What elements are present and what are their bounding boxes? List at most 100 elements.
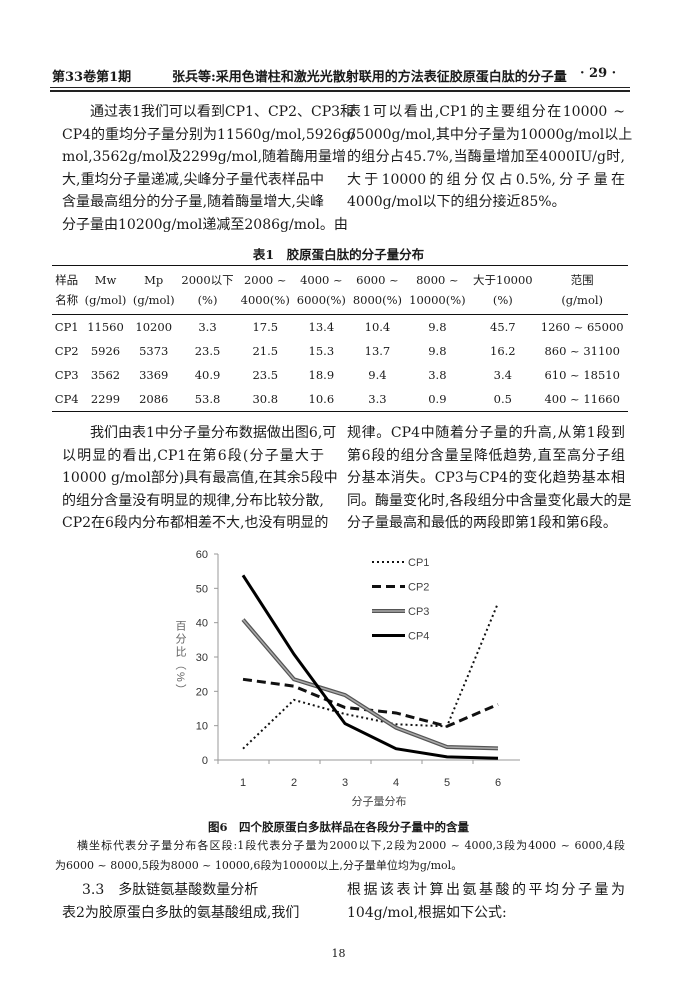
- series-line-cp3: [241, 618, 499, 751]
- table-cell: 11560: [87, 320, 124, 334]
- journal-issue: 第33卷第1期: [52, 70, 132, 85]
- table-cell: 40.9: [194, 368, 221, 382]
- text-line: 含量最高组分的分子量,随着酶量增大,尖峰: [62, 194, 324, 210]
- line-chart: 0 10 20 30 40 50 60 1 2 3 4 5 6 分子量分布 百分比（%） CP1 CP2 CP3 C…: [174, 549, 520, 808]
- table-cell: 23.5: [252, 368, 279, 382]
- molecular-weight-table: 样品 Mw Mp 2000以下 2000 ~ 4000 ~ 6000 ~ 8000 ~ 大于10…: [52, 265, 628, 412]
- table-cell: 10200: [135, 320, 173, 334]
- series-line-cp4: [241, 574, 499, 760]
- table-cell: 53.8: [194, 392, 221, 406]
- table-cell: 400 ~ 11660: [544, 392, 620, 406]
- table-row: CP3 3562 3369 40.9 23.5 18.9 9.4 3.8 3.4 610 ~ 18…: [52, 363, 628, 387]
- para2-right: 规律。CP4中随着分子量的升高,从第1段到 第6段的组分含量呈降低趋势,直至高分子…: [347, 422, 632, 535]
- page-label: · 29 ·: [580, 66, 617, 81]
- legend-label: CP3: [408, 606, 429, 618]
- y-tick-label: 60: [196, 549, 208, 561]
- table-cell: 21.5: [252, 344, 279, 358]
- column-header: 样品: [55, 273, 79, 287]
- column-header: 4000 ~: [300, 273, 343, 287]
- table-cell: 9.4: [368, 368, 387, 382]
- column-header: (g/mol): [536, 290, 628, 315]
- text-line: 表2为胶原蛋白多肽的氨基酸组成,我们: [62, 905, 300, 921]
- text-line: 第6段的组分含量呈降低趋势,直至高分子组: [347, 447, 625, 464]
- y-tick-label: 30: [196, 652, 208, 664]
- legend-label: CP4: [408, 631, 429, 643]
- column-header: 2000 ~: [243, 273, 287, 287]
- table-cell: CP2: [54, 344, 79, 358]
- section-right: 根据该表计算出氨基酸的平均分子量为 104g/mol,根据如下公式:: [347, 879, 625, 924]
- text-line: 的组分含量没有明显的规律,分布比较分散,: [62, 492, 324, 509]
- figure-note: 横坐标代表分子量分布各区段:1段代表分子量为2000以下,2段为2000 ~ 4…: [55, 836, 625, 876]
- text-line: 4000g/mol以下的组分接近85%。: [347, 194, 566, 210]
- column-header: (g/mol): [81, 290, 130, 315]
- para1-left: 通过表1我们可以看到CP1、CP2、CP3和 CP4的重均分子量分别为11560g…: [62, 101, 356, 236]
- column-header: (%): [177, 290, 238, 315]
- table-cell: 1260 ~ 65000: [540, 320, 624, 334]
- table-cell: 2299: [90, 392, 121, 406]
- table-cell: 9.8: [428, 344, 447, 358]
- table-cell: CP1: [54, 320, 79, 334]
- y-tick-label: 40: [196, 618, 208, 630]
- table-cell: 2086: [139, 392, 169, 406]
- table-cell: 30.8: [252, 392, 279, 406]
- table-cell: 10.6: [308, 392, 335, 406]
- table-cell: 3369: [139, 368, 169, 382]
- series-line-cp1: [242, 602, 499, 750]
- table-header-row: 名称 (g/mol) (g/mol) (%) 4000(%) 6000(%) 8000(%)…: [52, 290, 628, 315]
- column-header: 8000(%): [349, 290, 406, 315]
- column-header: 范围: [570, 273, 594, 287]
- table-cell: 15.3: [308, 344, 335, 358]
- table-cell: 860 ~ 31100: [544, 344, 620, 358]
- x-tick-label: 3: [342, 777, 348, 789]
- text-line: 通过表1我们可以看到CP1、CP2、CP3和: [90, 104, 355, 120]
- table-cell: CP3: [54, 368, 79, 382]
- table-cell: 9.8: [428, 320, 447, 334]
- table-cell: 5373: [139, 344, 169, 358]
- table-cell: 10.4: [364, 320, 391, 334]
- table-cell: 13.4: [308, 320, 335, 334]
- table-cell: 23.5: [194, 344, 221, 358]
- text-line: 分子量由10200g/mol递减至2086g/mol。由: [62, 216, 348, 233]
- table-cell: 3.8: [428, 368, 447, 382]
- text-line: 以明显的看出,CP1在第6段(分子量大于: [62, 447, 324, 464]
- column-header: 8000 ~: [416, 273, 459, 287]
- header-rule: [50, 90, 630, 92]
- text-line: 表1可以看出,CP1的主要组分在10000 ~: [347, 104, 625, 120]
- column-header: 名称: [52, 290, 82, 315]
- text-line: 大于10000的组分仅占0.5%,分子量在: [347, 171, 625, 188]
- text-line: 分子量最高和最低的两段即第1段和第6段。: [347, 515, 617, 531]
- column-header: (%): [469, 290, 537, 315]
- table-cell: 45.7: [490, 320, 516, 334]
- figure-caption: 图6 四个胶原蛋白多肽样品在各段分子量中的含量: [208, 820, 469, 834]
- para2-left: 我们由表1中分子量分布数据做出图6,可 以明显的看出,CP1在第6段(分子量大于 1…: [62, 422, 338, 535]
- x-tick-label: 5: [444, 777, 450, 789]
- column-header: 6000 ~: [356, 273, 399, 287]
- table-row: CP1 11560 10200 3.3 17.5 13.4 10.4 9.8 45.7 1260 …: [52, 315, 628, 340]
- header-rule: [50, 87, 630, 88]
- text-line: 104g/mol,根据如下公式:: [347, 904, 507, 921]
- text-line: 分基本消失。CP3与CP4的变化趋势基本相: [347, 470, 625, 486]
- text-line: mol,3562g/mol及2299g/mol,随着酶用量增: [62, 149, 347, 165]
- x-tick-label: 4: [393, 777, 399, 789]
- text-line: CP4的重均分子量分别为11560g/mol,5926g/: [62, 126, 356, 143]
- legend-label: CP1: [408, 557, 429, 569]
- text-line: 规律。CP4中随着分子量的升高,从第1段到: [347, 425, 625, 441]
- table-cell: 0.9: [428, 392, 447, 406]
- text-line: CP2在6段内分布都相差不大,也没有明显的: [62, 515, 329, 531]
- table-cell: 3.3: [198, 320, 217, 334]
- text-line: 10000 g/mol部分)具有最高值,在其余5段中: [62, 470, 338, 486]
- text-line: 65000g/mol,其中分子量为10000g/mol以上: [347, 126, 633, 143]
- text-line: 同。酶量变化时,各段组分中含量变化最大的是: [347, 492, 632, 509]
- table-cell: 16.2: [490, 344, 516, 358]
- page-number: 18: [331, 947, 346, 960]
- x-tick-label: 1: [240, 777, 246, 789]
- table-cell: CP4: [54, 392, 79, 406]
- table-cell: 610 ~ 18510: [544, 368, 620, 382]
- y-tick-label: 10: [196, 721, 208, 733]
- column-header: 4000(%): [237, 290, 294, 315]
- series-line-cp2: [242, 677, 499, 728]
- column-header: (g/mol): [129, 290, 178, 315]
- legend-label: CP2: [408, 582, 429, 594]
- table-cell: 17.5: [252, 320, 279, 334]
- section-heading: 3.3 多肽链氨基酸数量分析: [82, 882, 259, 898]
